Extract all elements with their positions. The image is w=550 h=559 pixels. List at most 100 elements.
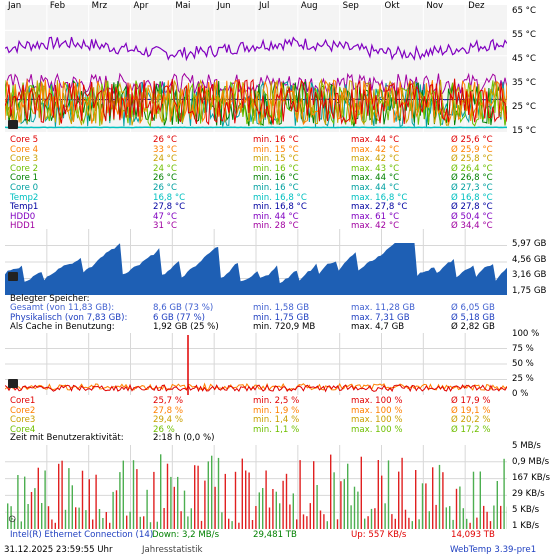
network-bar (476, 517, 478, 529)
legend-cur: 26 % (153, 424, 175, 435)
memory-title: Belegter Speicher: (10, 294, 90, 304)
footer-app-link[interactable]: WebTemp 3.39-pre1 (450, 545, 537, 555)
legend-row: HDD1 31 °C min. 28 °C max. 42 °C Ø 34,4 °C (8, 222, 498, 231)
network-bar (496, 481, 498, 529)
network-bar (122, 460, 124, 529)
network-bar (387, 460, 390, 529)
network-bar (180, 511, 182, 529)
cpu-axis-75: 75 % (512, 344, 534, 354)
network-bar (265, 470, 267, 529)
month-label: Mai (175, 1, 191, 11)
network-bar (68, 468, 70, 529)
network-bar (268, 507, 271, 529)
network-bar (200, 520, 203, 529)
network-bar (377, 460, 379, 529)
network-bar (217, 457, 220, 529)
network-bar (115, 490, 118, 529)
legend-min: min. 44 °C (253, 211, 299, 222)
network-bar (285, 473, 288, 529)
legend-max: max. 7,31 GB (351, 312, 410, 323)
legend-row: Core4 26 % min. 1,1 % max. 100 % Ø 17,2 % (8, 426, 498, 435)
network-bar (47, 506, 50, 529)
legend-avg: Ø 27,8 °C (451, 202, 493, 213)
mem-axis-316: 3,16 GB (512, 270, 547, 280)
legend-cur: 29,4 % (153, 415, 184, 426)
network-bar (136, 469, 138, 529)
legend-cur: 47 °C (153, 211, 177, 222)
network-bar (224, 473, 226, 529)
legend-name: HDD0 (10, 211, 36, 222)
legend-avg: Ø 20,2 % (451, 415, 491, 426)
network-bar (330, 454, 332, 529)
network-bar (44, 470, 46, 529)
network-bar (61, 460, 63, 529)
legend-avg: Ø 6,05 GB (451, 303, 495, 313)
legend-cur: 24 °C (153, 154, 177, 165)
network-bar (194, 465, 196, 529)
series-cpu-red (5, 383, 507, 393)
network-bar (370, 508, 373, 529)
network-bar (241, 458, 243, 529)
legend-row: Core 5 26 °C min. 16 °C max. 44 °C Ø 25,6 °C (8, 136, 498, 145)
net-axis-29kb: 29 KB/s (512, 489, 545, 499)
series-hdd0 (5, 36, 507, 62)
temp-axis-55: 55 °C (512, 30, 536, 40)
network-bar (34, 488, 36, 529)
legend-cur: 8,6 GB (73 %) (153, 303, 214, 313)
legend-avg: Ø 27,3 °C (451, 183, 493, 193)
network-bar (248, 472, 250, 529)
month-label: Dez (468, 1, 485, 11)
legend-avg: Ø 2,82 GB (451, 322, 495, 333)
network-bar (364, 518, 366, 529)
month-label: Jan (8, 1, 22, 11)
legend-max: max. 27,8 °C (351, 202, 408, 213)
net-axis-5mb: 5 MB/s (512, 441, 541, 451)
network-bar (313, 461, 315, 529)
memory-icon (8, 272, 18, 281)
network-bar (20, 521, 22, 529)
network-bar (129, 511, 131, 529)
network-bar (493, 505, 495, 529)
network-chart-svg (5, 445, 507, 529)
network-bar (258, 492, 260, 529)
network-bar (234, 471, 237, 529)
month-label: Jul (259, 1, 270, 11)
legend-row: Core 4 33 °C min. 15 °C max. 42 °C Ø 25,9 °C (8, 144, 498, 155)
network-row: Intel(R) Ethernet Connection (14) Down: … (8, 531, 498, 540)
network-bar (143, 516, 145, 529)
network-bar (367, 516, 369, 529)
legend-row: HDD0 47 °C min. 44 °C max. 61 °C Ø 50,4 °C (8, 213, 498, 222)
network-bar (132, 460, 135, 529)
legend-name: Als Cache in Benutzung: (10, 322, 115, 333)
legend-cur: 26 °C (153, 183, 177, 193)
network-bar (340, 481, 342, 529)
network-bar (381, 475, 383, 529)
legend-avg: Ø 26,8 °C (451, 173, 493, 184)
network-down: Down: 3,2 MB/s (152, 530, 220, 540)
footer-datetime: 31.12.2025 23:59:55 Uhr (4, 545, 113, 555)
network-bar (139, 516, 141, 529)
network-bar (326, 521, 328, 529)
network-bar (211, 455, 213, 529)
legend-avg: Ø 25,9 °C (451, 144, 493, 155)
month-label: Jun (217, 1, 231, 11)
legend-max: max. 44 °C (351, 135, 400, 145)
network-bar (323, 514, 325, 529)
memory-chart (5, 229, 507, 295)
series-hdd1 (5, 72, 507, 96)
network-bar (51, 519, 53, 529)
network-bar (479, 471, 481, 529)
network-bar (245, 470, 247, 529)
legend-min: min. 720,9 MB (253, 322, 316, 333)
legend-min: min. 16 °C (253, 163, 299, 174)
legend-cur: 25,7 % (153, 396, 184, 406)
network-bar (173, 486, 175, 529)
network-bar (408, 517, 410, 529)
legend-name: Core 1 (10, 173, 39, 184)
network-bar (187, 516, 189, 529)
network-bar (459, 486, 461, 529)
network-bar (105, 512, 107, 529)
legend-name: Core 4 (10, 144, 39, 155)
network-bar (149, 522, 152, 529)
